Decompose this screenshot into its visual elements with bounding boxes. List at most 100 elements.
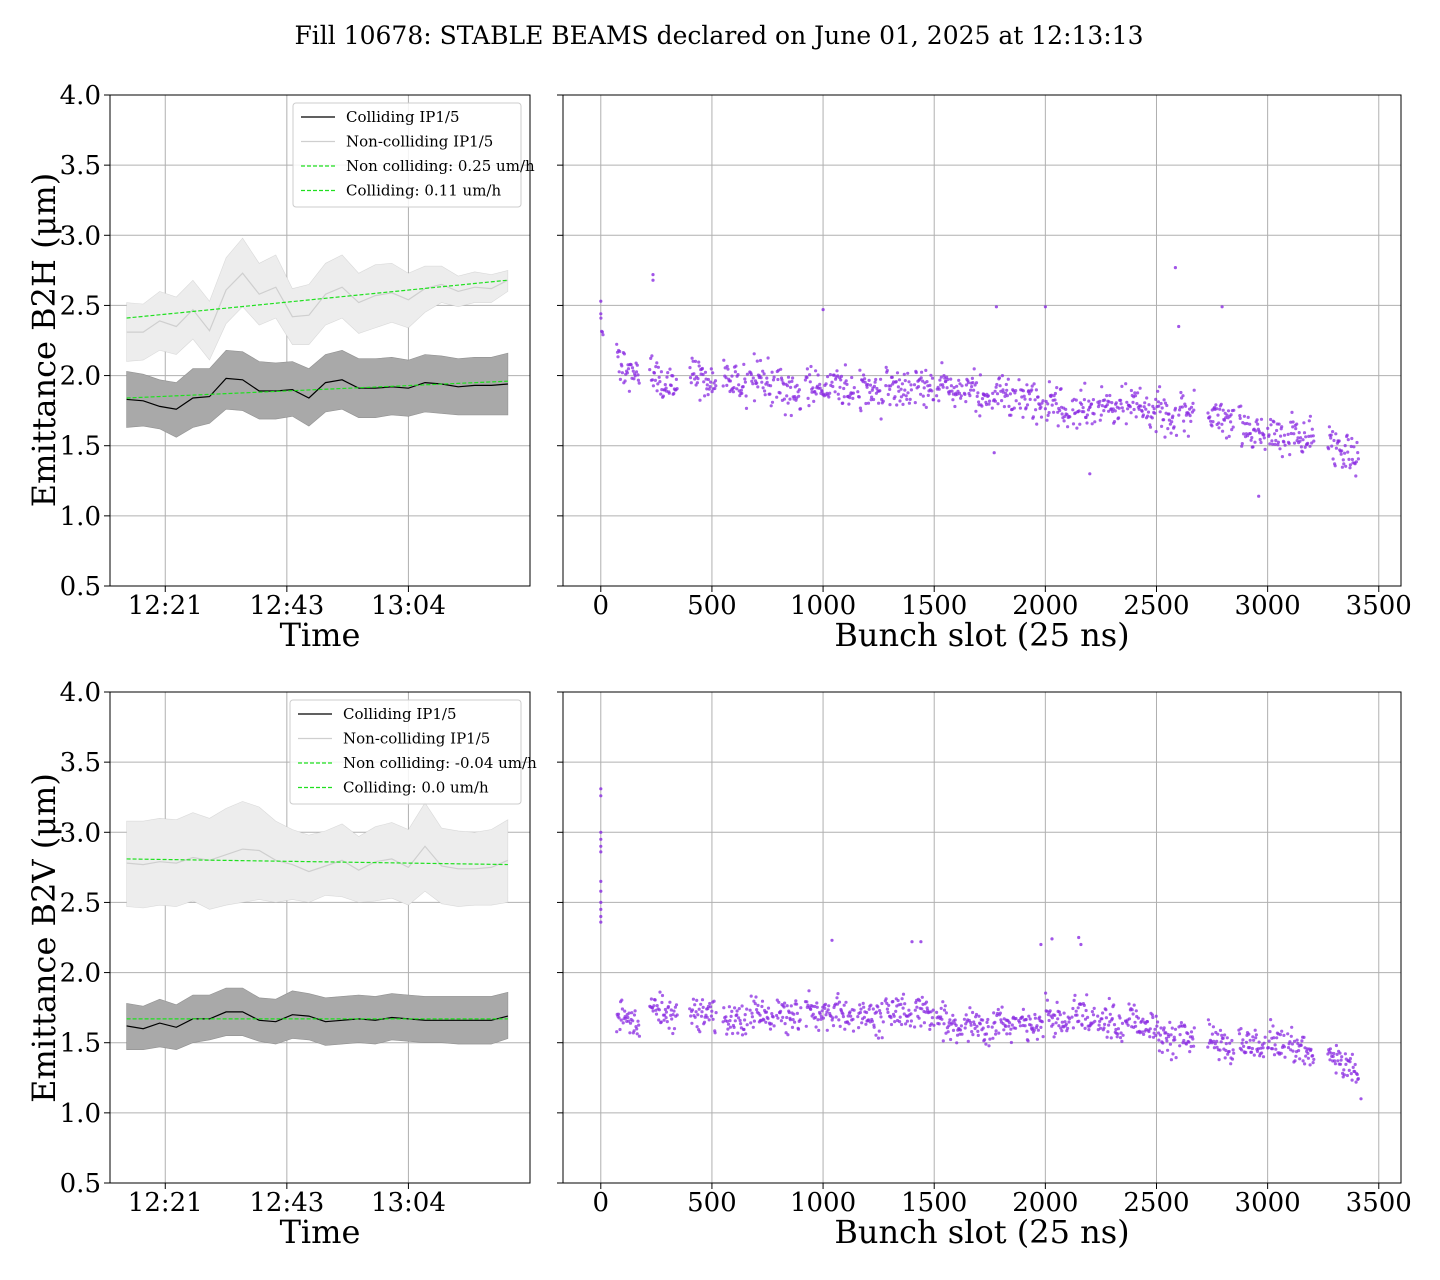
b2h-bunch-point — [1088, 472, 1092, 476]
b2v-bunch-point — [1311, 1054, 1315, 1058]
b2h-bunch-point — [857, 395, 861, 399]
b2v-bunch-point — [823, 1006, 827, 1011]
b2v-bunch-point — [724, 1015, 728, 1019]
b2v-bunch-point — [1244, 1050, 1248, 1054]
b2v-bunch-point — [949, 1037, 953, 1042]
b2v-bunch-point — [1103, 1022, 1107, 1026]
b2v-bunch-point — [1076, 1006, 1080, 1010]
b2v-bunch-point — [994, 1029, 998, 1033]
b2h-bunch-point — [805, 367, 810, 371]
b2v-bunch-point — [599, 850, 603, 854]
b2v-bunch-point — [1077, 1019, 1081, 1023]
b2h-bunch-point — [886, 392, 890, 397]
b2v-bunch-point — [1355, 1072, 1359, 1077]
b2h-bunch-point — [1271, 442, 1275, 446]
b2v-bunch-point — [749, 994, 753, 998]
b2v-time-xtick-label-0: 12:21 — [128, 1188, 203, 1218]
b2h-bunch-point — [1231, 425, 1235, 429]
b2h-bunch-point — [924, 368, 928, 372]
b2v-time-colliding-line — [126, 1011, 509, 1030]
b2v-bunch-point — [1062, 1011, 1066, 1015]
b2h-bunch-point — [862, 373, 866, 377]
b2v-bunch-point — [858, 1010, 863, 1015]
b2v-bunch-point — [1252, 1053, 1256, 1057]
b2v-bunch-point — [930, 1016, 935, 1020]
b2h-bunch-point — [1289, 420, 1293, 424]
b2v-bunch-point — [1071, 1006, 1075, 1011]
b2v-bunch-point — [1130, 1008, 1134, 1012]
b2v-bunch-point — [1263, 1035, 1267, 1039]
b2h-bunch-point — [867, 378, 871, 382]
b2v-bunch-point — [714, 1011, 718, 1015]
b2v-time-legend — [289, 699, 522, 805]
b2h-bunch-point — [1343, 444, 1347, 448]
b2h-bunch-point — [618, 377, 623, 381]
b2h-bunch-point — [992, 451, 996, 455]
b2v-bunch-point — [817, 1028, 821, 1032]
b2v-bunch-point — [831, 1024, 836, 1028]
b2v-bunch-point — [1035, 1037, 1039, 1041]
b2h-bunch-point — [1227, 434, 1231, 438]
b2h-bunch-point — [952, 386, 956, 390]
b2h-bunch-point — [975, 394, 979, 398]
b2h-bunch-point — [1238, 416, 1242, 420]
b2h-bunch-point — [797, 394, 801, 398]
b2h-bunch-point — [1169, 431, 1173, 435]
b2v-bunch-xtick-label-0: 0 — [593, 1188, 610, 1218]
b2h-bunch-point — [649, 356, 653, 360]
b2v-bunch-point — [972, 1022, 977, 1027]
b2v-bunch-point — [1155, 1024, 1159, 1028]
b2v-bunch-point — [1170, 1026, 1174, 1030]
b2v-bunch-point — [1040, 1020, 1044, 1024]
b2h-bunch-point — [884, 384, 888, 388]
b2h-bunch-point — [1160, 424, 1164, 428]
b2h-bunch-point — [1209, 419, 1213, 423]
b2v-bunch-point — [793, 1020, 797, 1024]
b2h-bunch-point — [1173, 406, 1178, 410]
b2h-bunch-point — [1329, 436, 1333, 440]
b2h-bunch-point — [1030, 388, 1034, 392]
b2v-bunch-point — [1279, 1051, 1283, 1055]
b2h-bunch-point — [1180, 405, 1184, 409]
b2h-bunch-point — [721, 384, 725, 388]
b2v-bunch-point — [1250, 1046, 1254, 1051]
b2v-bunch-xtick-label-5: 2500 — [1123, 1188, 1189, 1218]
b2h-bunch-point — [1334, 446, 1338, 450]
b2h-bunch-point — [1214, 403, 1218, 407]
b2h-bunch-point — [1340, 465, 1344, 469]
b2v-bunch-point — [707, 1018, 711, 1022]
b2h-bunch-point — [732, 386, 736, 390]
b2h-bunch-point — [674, 377, 679, 381]
b2h-bunch-point — [622, 352, 627, 356]
b2v-bunch-point — [750, 1011, 754, 1015]
b2h-bunch-point — [851, 391, 856, 395]
b2v-bunch-point — [1106, 1030, 1110, 1034]
b2h-bunch-point — [667, 391, 671, 395]
b2h-bunch-point — [1001, 390, 1005, 394]
b2v-bunch-point — [1041, 1035, 1045, 1039]
b2h-bunch-point — [901, 393, 906, 397]
b2h-bunch-point — [1034, 388, 1038, 392]
b2v-bunch-point — [637, 1023, 641, 1027]
b2h-bunch-point — [896, 385, 901, 389]
b2v-bunch-point — [1133, 1020, 1137, 1024]
b2h-bunch-point — [1014, 399, 1018, 403]
b2v-bunch-point — [842, 1003, 846, 1007]
b2h-bunch-point — [1040, 401, 1044, 405]
b2h-bunch-point — [990, 406, 994, 410]
b2v-bunch-point — [1333, 1062, 1337, 1066]
b2h-bunch-point — [1279, 434, 1283, 438]
b2v-bunch-xtick-label-1: 500 — [687, 1188, 737, 1218]
b2h-bunch-point — [714, 384, 718, 388]
b2h-bunch-point — [688, 366, 692, 370]
b2h-bunch-point — [1291, 425, 1295, 429]
b2h-bunch-point — [1053, 391, 1057, 396]
b2v-bunch-point — [1092, 1006, 1096, 1011]
b2v-bunch-point — [789, 1004, 793, 1008]
b2v-bunch-point — [878, 1011, 883, 1015]
b2v-bunch-point — [1000, 1005, 1004, 1009]
b2v-bunch-point — [909, 1019, 914, 1023]
b2v-bunch-point — [1254, 1036, 1258, 1040]
b2v-bunch-point — [896, 998, 900, 1003]
b2v-bunch-point — [894, 1009, 898, 1014]
